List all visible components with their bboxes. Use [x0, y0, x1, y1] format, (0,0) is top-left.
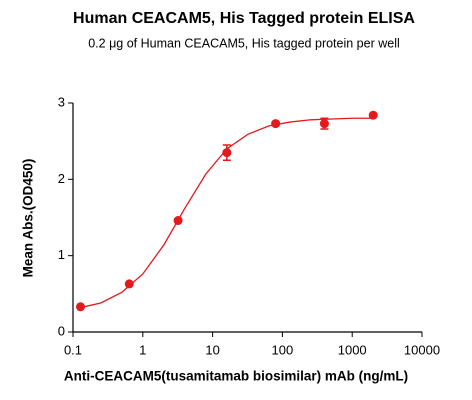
data-point	[368, 110, 378, 120]
data-point	[222, 148, 232, 158]
chart-title: Human CEACAM5, His Tagged protein ELISA	[73, 10, 415, 27]
x-tick-label: 1000	[338, 342, 367, 357]
x-tick-label: 10	[205, 342, 219, 357]
y-tick-label: 3	[58, 94, 65, 109]
x-tick-label: 100	[272, 342, 294, 357]
chart-subtitle: 0.2 μg of Human CEACAM5, His tagged prot…	[88, 36, 400, 50]
data-point	[75, 302, 85, 312]
data-point	[124, 279, 134, 289]
x-tick-label: 10000	[404, 342, 440, 357]
data-point	[173, 216, 183, 226]
data-point	[271, 119, 281, 129]
x-axis-label: Anti-CEACAM5(tusamitamab biosimilar) mAb…	[64, 369, 408, 384]
data-point	[319, 119, 329, 129]
x-tick-label: 0.1	[64, 342, 82, 357]
y-tick-label: 2	[58, 171, 65, 186]
y-axis-label: Mean Abs.(OD450)	[21, 159, 36, 278]
x-tick-label: 1	[139, 342, 146, 357]
y-tick-label: 1	[58, 247, 65, 262]
y-tick-label: 0	[58, 323, 65, 338]
